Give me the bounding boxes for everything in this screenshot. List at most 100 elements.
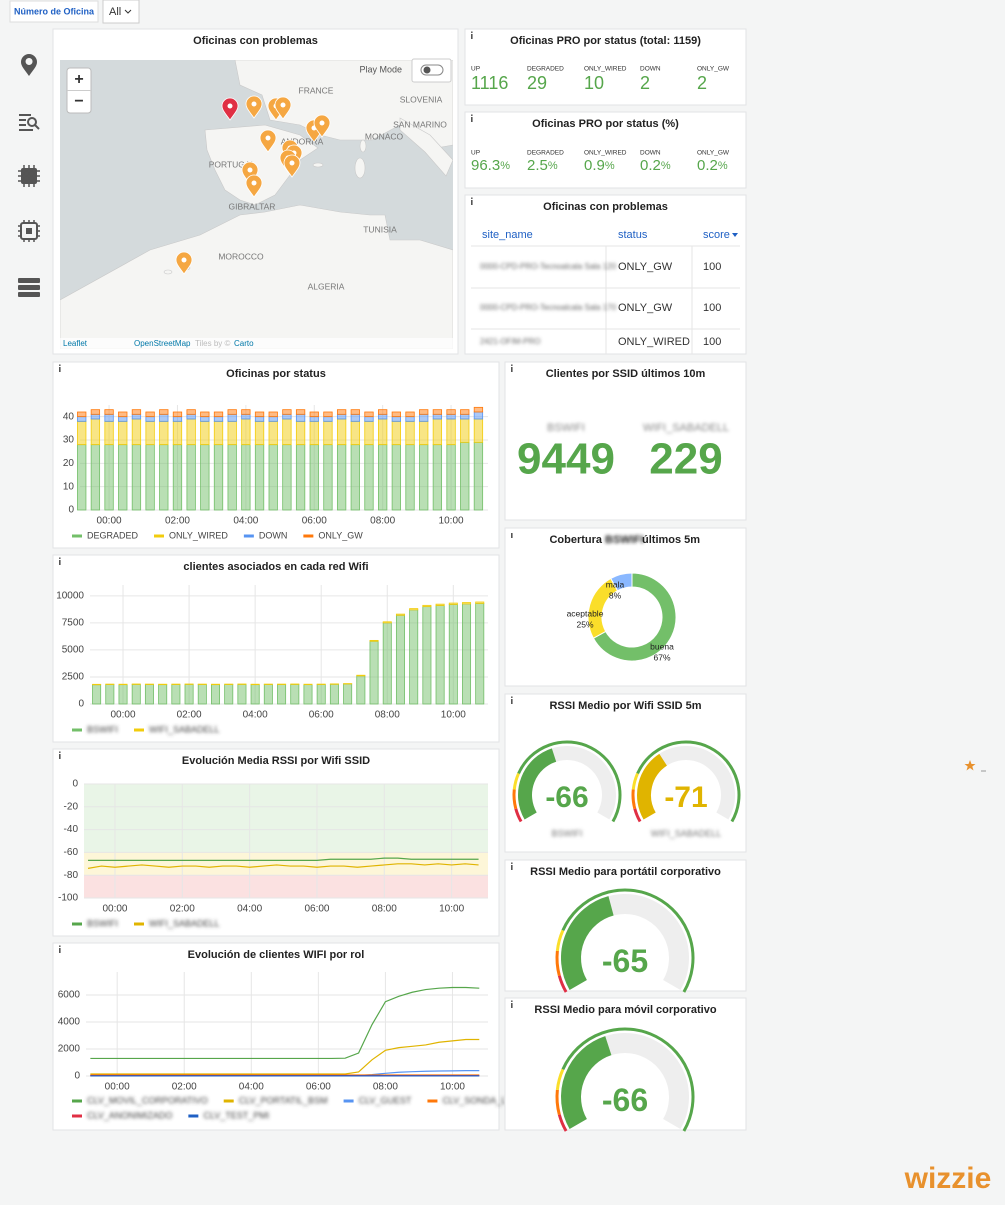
bar [187, 410, 195, 415]
legend-label: ONLY_WIRED [169, 530, 228, 540]
bar [91, 414, 99, 419]
legend-label: ONLY_GW [318, 530, 363, 540]
bar [433, 410, 441, 415]
bar [365, 421, 373, 444]
info-icon [511, 865, 513, 870]
info-icon [59, 752, 61, 753]
bar [283, 414, 291, 419]
stat-value: 1116 [471, 73, 508, 93]
bar [269, 445, 277, 510]
bar [201, 417, 209, 422]
bar [447, 410, 455, 415]
zoom-out[interactable]: − [74, 93, 83, 110]
gauge-threshold [633, 789, 635, 808]
bar [310, 445, 318, 510]
bar [255, 445, 263, 510]
stat-value: 0.2% [640, 157, 671, 174]
bar [119, 417, 127, 422]
cell-status: ONLY_GW [618, 261, 673, 273]
bar [198, 685, 206, 704]
bar [106, 685, 114, 704]
bar [296, 410, 304, 415]
legend-label: DEGRADED [87, 530, 139, 540]
column-header[interactable]: site_name [482, 229, 533, 241]
bar [410, 610, 418, 704]
column-header[interactable]: score [703, 229, 730, 241]
y-tick-label: 0 [72, 779, 78, 790]
panel-title: Clientes por SSID últimos 10m [546, 368, 706, 380]
info-icon [59, 558, 61, 559]
y-tick-label: 5000 [62, 645, 85, 656]
bar [461, 419, 469, 442]
bar [461, 442, 469, 510]
bar [132, 684, 140, 704]
bar [119, 412, 127, 417]
bar [392, 417, 400, 422]
info-icon [511, 365, 513, 366]
bar [201, 412, 209, 417]
y-tick-label: 30 [63, 435, 75, 446]
bar [214, 421, 222, 444]
map-place: MONACO [365, 131, 404, 141]
column-header[interactable]: status [618, 229, 648, 241]
bar [228, 421, 236, 444]
attribution-bar [60, 338, 453, 349]
slice-value: 25% [576, 619, 593, 629]
bar [145, 685, 153, 704]
bar [365, 412, 373, 417]
gauge-name: BSWIFI [552, 828, 583, 838]
bar [357, 676, 365, 704]
bar [238, 684, 246, 704]
bar [436, 604, 444, 605]
bar [392, 421, 400, 444]
stat-number: 0.2 [640, 157, 661, 174]
search-icon[interactable] [19, 114, 39, 131]
x-tick-label: 04:00 [233, 516, 258, 527]
bar [436, 606, 444, 704]
info-icon [511, 697, 513, 698]
bar [173, 421, 181, 444]
y-tick-label: -100 [58, 893, 78, 904]
marker-dot [182, 258, 187, 263]
chip-icon[interactable] [18, 165, 40, 187]
bar [406, 421, 414, 444]
stat-value: 0.2% [697, 157, 728, 174]
info-icon [59, 560, 61, 565]
threshold-band [84, 852, 488, 875]
marker-dot [266, 136, 271, 141]
info-icon [471, 198, 473, 199]
stat-number: 96.3 [471, 157, 500, 174]
x-tick-label: 06:00 [302, 516, 327, 527]
stat-value: 96.3% [471, 157, 510, 174]
logo: wizzie [904, 1162, 992, 1195]
zoom-in[interactable]: + [74, 71, 83, 88]
slice-label: buena [650, 641, 674, 651]
map-icon[interactable] [21, 54, 37, 76]
legend-label: CLV_TEST_PMI [203, 1110, 269, 1120]
bar [310, 417, 318, 422]
stat-value: 10 [584, 73, 604, 93]
bar [283, 445, 291, 510]
bar [146, 445, 154, 510]
attribution: Leaflet [63, 339, 88, 348]
bar [406, 417, 414, 422]
x-tick-label: 02:00 [172, 1082, 197, 1093]
x-tick-label: 04:00 [239, 1082, 264, 1093]
server-icon[interactable] [18, 278, 40, 297]
bar [269, 417, 277, 422]
bar [449, 604, 457, 704]
gauge-value-label: -65 [602, 943, 648, 979]
stat-unit: % [605, 160, 615, 172]
bar [396, 614, 404, 615]
cpu-icon[interactable] [18, 220, 40, 242]
marker-dot [281, 103, 286, 108]
bar [324, 445, 332, 510]
bar [474, 419, 482, 442]
stat-label: DOWN [640, 66, 661, 73]
panel-title: RSSI Medio para móvil corporativo [534, 1004, 716, 1016]
bar [423, 605, 431, 606]
info-icon [59, 948, 61, 953]
play-mode-label: Play Mode [359, 64, 402, 74]
bar [337, 445, 345, 510]
bar [351, 414, 359, 421]
